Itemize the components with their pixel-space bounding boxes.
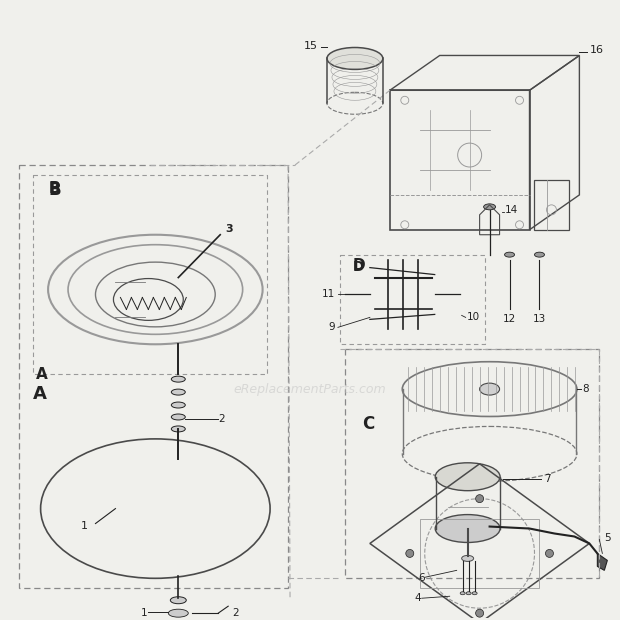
- Text: A: A: [33, 385, 46, 403]
- Text: 5: 5: [604, 533, 611, 544]
- Circle shape: [476, 609, 484, 617]
- Text: D: D: [353, 260, 365, 273]
- Text: 2: 2: [232, 608, 239, 618]
- Text: 1: 1: [81, 521, 87, 531]
- Text: 13: 13: [533, 314, 546, 324]
- Ellipse shape: [171, 402, 185, 408]
- Ellipse shape: [462, 556, 474, 561]
- Text: 6: 6: [418, 574, 424, 583]
- Text: 15: 15: [304, 40, 318, 50]
- Text: 2: 2: [218, 414, 225, 424]
- Ellipse shape: [435, 463, 500, 490]
- Text: 4: 4: [415, 593, 422, 603]
- Ellipse shape: [168, 609, 188, 617]
- Ellipse shape: [505, 252, 515, 257]
- Ellipse shape: [460, 591, 465, 595]
- Ellipse shape: [466, 591, 471, 595]
- Ellipse shape: [170, 596, 186, 604]
- Text: eReplacementParts.com: eReplacementParts.com: [234, 383, 386, 396]
- Ellipse shape: [171, 426, 185, 432]
- Circle shape: [546, 549, 554, 557]
- Text: 10: 10: [467, 312, 480, 322]
- Text: C: C: [362, 415, 374, 433]
- Text: B: B: [48, 181, 61, 199]
- Ellipse shape: [472, 591, 477, 595]
- Text: 3: 3: [225, 224, 233, 234]
- Ellipse shape: [171, 376, 185, 382]
- Ellipse shape: [171, 414, 185, 420]
- Text: 12: 12: [503, 314, 516, 324]
- Polygon shape: [597, 554, 608, 570]
- Ellipse shape: [534, 252, 544, 257]
- Text: 7: 7: [544, 474, 551, 484]
- Text: 9: 9: [329, 322, 335, 332]
- Text: 1: 1: [140, 608, 147, 618]
- Text: 11: 11: [322, 290, 335, 299]
- Ellipse shape: [435, 515, 500, 542]
- Text: 8: 8: [582, 384, 589, 394]
- Ellipse shape: [484, 204, 495, 210]
- Text: 14: 14: [505, 205, 518, 215]
- Circle shape: [476, 495, 484, 503]
- Ellipse shape: [480, 383, 500, 395]
- Text: A: A: [35, 367, 47, 382]
- Text: D: D: [353, 257, 366, 273]
- Circle shape: [405, 549, 414, 557]
- Ellipse shape: [327, 48, 383, 69]
- Text: 16: 16: [590, 45, 603, 55]
- Text: B: B: [48, 181, 60, 196]
- Ellipse shape: [171, 389, 185, 395]
